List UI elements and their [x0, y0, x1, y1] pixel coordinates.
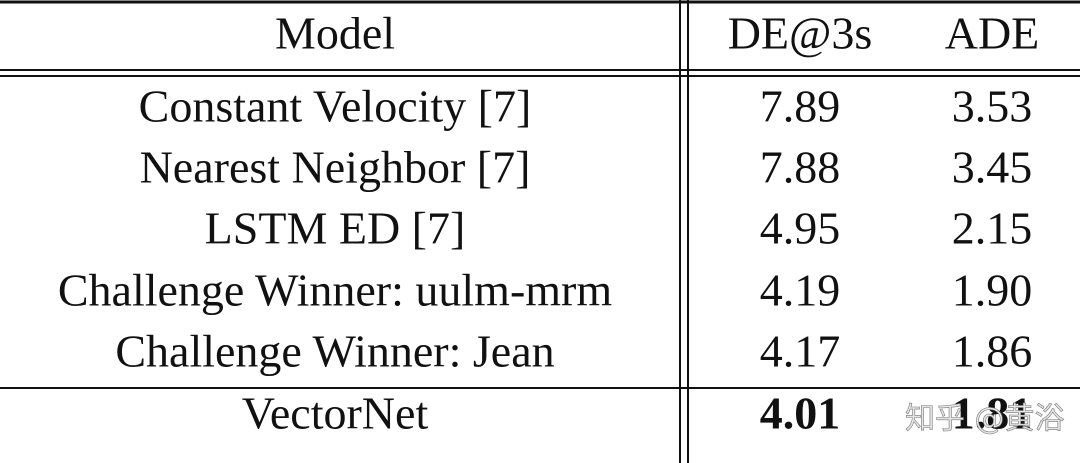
model-cell: LSTM ED [7]: [205, 203, 466, 254]
value-cell: 2.15: [952, 203, 1033, 254]
model-cell: Challenge Winner: Jean: [115, 326, 554, 377]
value-cell: 3.45: [952, 142, 1033, 193]
value-cell: 4.95: [760, 203, 841, 254]
model-cell: Constant Velocity [7]: [139, 81, 532, 132]
header-cell: ADE: [945, 8, 1040, 59]
header-cell: Model: [275, 8, 395, 59]
value-cell: 7.88: [760, 142, 841, 193]
value-cell: 4.17: [760, 326, 841, 377]
model-cell: VectorNet: [242, 388, 429, 439]
value-cell: 4.01: [760, 388, 841, 439]
value-cell: 1.86: [952, 326, 1033, 377]
watermark: 知乎 @黄浴: [905, 402, 1065, 437]
model-cell: Challenge Winner: uulm-mrm: [58, 265, 613, 316]
value-cell: 1.90: [952, 265, 1033, 316]
value-cell: 3.53: [952, 81, 1033, 132]
header-cell: DE@3s: [728, 8, 873, 59]
value-cell: 1.81: [952, 388, 1033, 439]
model-cell: Nearest Neighbor [7]: [140, 142, 531, 193]
value-cell: 7.89: [760, 81, 841, 132]
value-cell: 4.19: [760, 265, 841, 316]
